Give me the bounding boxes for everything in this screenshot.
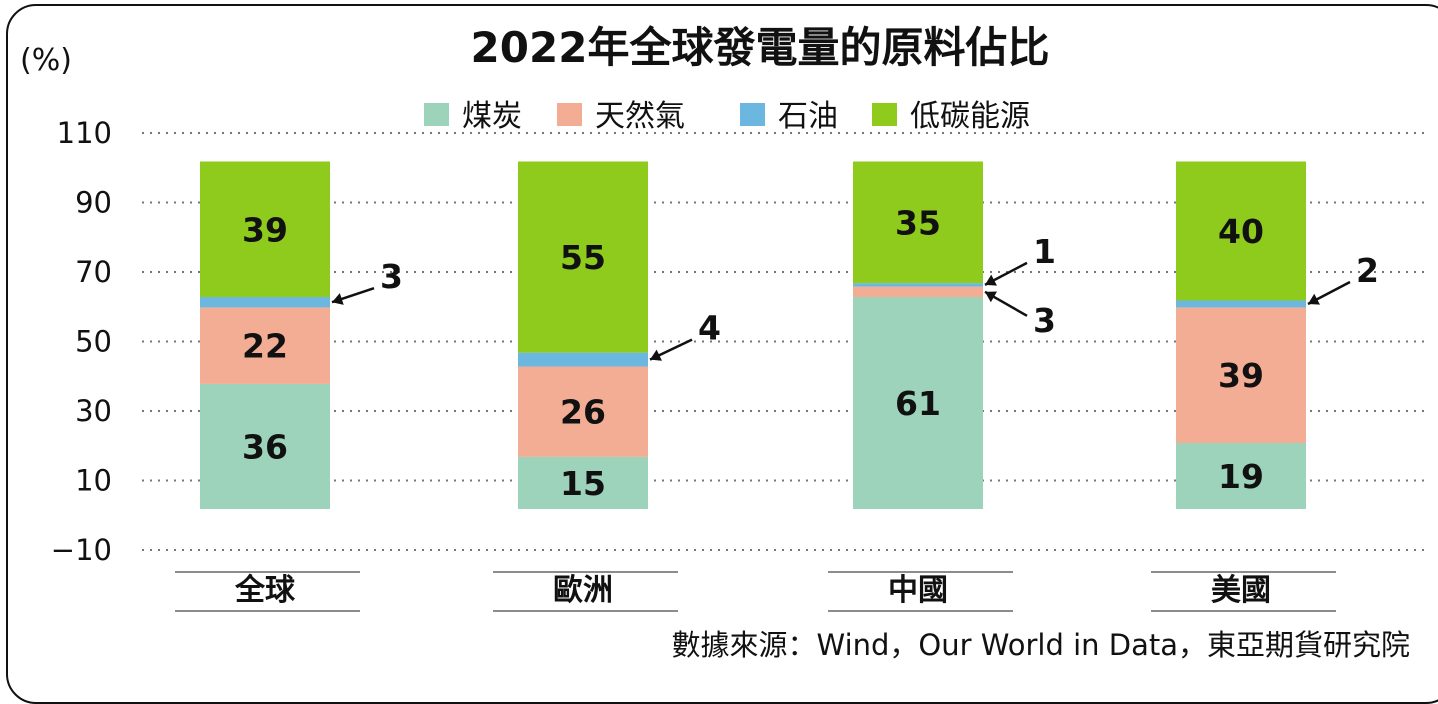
y-tick-label: −10 xyxy=(51,533,112,567)
gridlines xyxy=(142,132,1425,551)
legend-swatch xyxy=(872,103,897,126)
bar-segment xyxy=(200,161,330,298)
callout-label: 3 xyxy=(380,257,403,296)
y-tick-label: 50 xyxy=(75,325,112,359)
callout-arrowhead xyxy=(332,293,344,305)
data-label: 26 xyxy=(560,393,606,432)
chart-title: 2022年全球發電量的原料佔比 xyxy=(471,23,1050,72)
legend-label: 低碳能源 xyxy=(910,99,1030,134)
data-label: 22 xyxy=(242,327,288,366)
data-label: 55 xyxy=(560,238,606,277)
y-tick-label: 90 xyxy=(75,186,112,220)
bar-segment xyxy=(518,366,648,457)
bar-segment xyxy=(518,352,648,367)
legend-label: 天然氣 xyxy=(595,99,685,134)
bar-segment xyxy=(1176,307,1306,443)
bar-segment xyxy=(853,161,983,284)
bar-segment xyxy=(853,283,983,287)
data-label: 40 xyxy=(1218,212,1264,251)
callout-arrowhead xyxy=(985,291,997,303)
y-unit-label: (%) xyxy=(20,43,72,78)
bars: 36 22 3 39 15 26 4 55 61 3 1 35 19 39 2 40 xyxy=(200,161,1379,509)
legend: 煤炭 天然氣 石油 低碳能源 xyxy=(424,99,1030,134)
data-label: 39 xyxy=(242,210,288,249)
callout-arrowhead xyxy=(650,349,662,361)
bar-segment xyxy=(200,383,330,509)
chart: 2022年全球發電量的原料佔比 (%) 煤炭 天然氣 石油 低碳能源 11090705… xyxy=(20,23,1425,662)
callout-arrowhead xyxy=(1308,293,1320,305)
bar-segment xyxy=(200,307,330,384)
data-label: 61 xyxy=(895,384,941,423)
callout-label: 4 xyxy=(698,309,721,348)
y-tick-label: 110 xyxy=(57,116,112,150)
category-label: 歐洲 xyxy=(553,573,613,608)
data-label: 39 xyxy=(1218,356,1264,395)
bar-segment xyxy=(853,286,983,298)
callout-arrowhead xyxy=(985,274,997,286)
legend-swatch xyxy=(740,103,765,126)
legend-swatch xyxy=(557,103,582,126)
data-label: 35 xyxy=(895,203,941,242)
x-axis-labels: 全球 歐洲 中國 美國 xyxy=(175,571,1336,612)
y-tick-label: 30 xyxy=(75,394,112,428)
legend-label: 煤炭 xyxy=(462,99,522,134)
category-label: 中國 xyxy=(888,573,948,608)
y-tick-label: 10 xyxy=(75,464,112,498)
data-label: 19 xyxy=(1218,457,1264,496)
source-note: 數據來源：Wind，Our World in Data，東亞期貨研究院 xyxy=(672,628,1410,662)
category-label: 全球 xyxy=(234,573,296,608)
bar-segment xyxy=(1176,161,1306,301)
bar-segment xyxy=(200,297,330,308)
bar-segment xyxy=(518,161,648,353)
bar-segment xyxy=(853,297,983,509)
bar-segment xyxy=(1176,442,1306,509)
callout-label: 1 xyxy=(1033,232,1056,271)
bar-segment xyxy=(1176,300,1306,308)
y-axis-ticks: 110 90 70 50 30 10 −10 xyxy=(51,116,112,567)
bar-segment xyxy=(518,456,648,509)
category-label: 美國 xyxy=(1211,573,1271,608)
legend-swatch xyxy=(424,103,449,126)
callout-label: 2 xyxy=(1356,251,1379,290)
legend-label: 石油 xyxy=(778,99,838,134)
y-tick-label: 70 xyxy=(75,255,112,289)
callout-label: 3 xyxy=(1033,301,1056,340)
data-label: 15 xyxy=(560,464,606,503)
data-label: 36 xyxy=(242,427,288,466)
